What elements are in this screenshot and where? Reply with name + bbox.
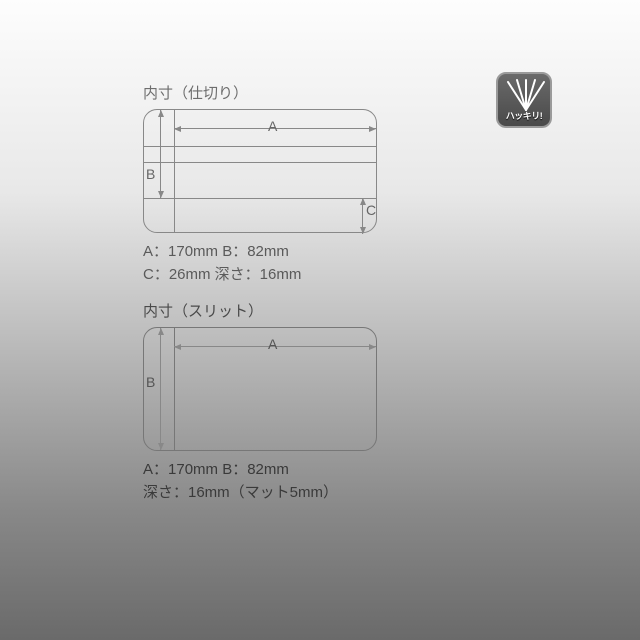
divider-h3	[144, 198, 376, 199]
dim-a2-label: A	[268, 336, 277, 352]
content: 内寸（仕切り） A B C A：170mm B：82mm C：26mm 深さ：1…	[143, 82, 423, 504]
section-shikiri: 内寸（仕切り） A B C A：170mm B：82mm C：26mm 深さ：1…	[143, 82, 423, 286]
dim-b2-arrow	[160, 328, 161, 450]
spec2-line2: 深さ：16mm（マット5mm）	[143, 482, 423, 505]
dim-c-label: C	[366, 202, 376, 218]
section1-title: 内寸（仕切り）	[143, 82, 423, 103]
section2-title: 内寸（スリット）	[143, 300, 423, 321]
dim-b2-label: B	[146, 374, 155, 390]
section2-spec: A：170mm B：82mm 深さ：16mm（マット5mm）	[143, 459, 423, 504]
spec1-line2: C：26mm 深さ：16mm	[143, 264, 423, 287]
dim-c-arrow	[362, 198, 363, 234]
section-slit: 内寸（スリット） A B A：170mm B：82mm 深さ：16mm（マット5…	[143, 300, 423, 504]
section1-spec: A：170mm B：82mm C：26mm 深さ：16mm	[143, 241, 423, 286]
dim-a-label: A	[268, 118, 277, 134]
box-slit: A B	[143, 327, 377, 451]
spec2-line1: A：170mm B：82mm	[143, 459, 423, 482]
divider-h1	[144, 146, 376, 147]
badge-label: ハッキリ!	[506, 109, 543, 122]
dim-b-label: B	[146, 166, 155, 182]
hakkiri-badge: ハッキリ!	[496, 72, 552, 128]
box-shikiri: A B C	[143, 109, 377, 233]
dim-b-arrow	[160, 110, 161, 198]
spec1-line1: A：170mm B：82mm	[143, 241, 423, 264]
divider-h2	[144, 162, 376, 163]
